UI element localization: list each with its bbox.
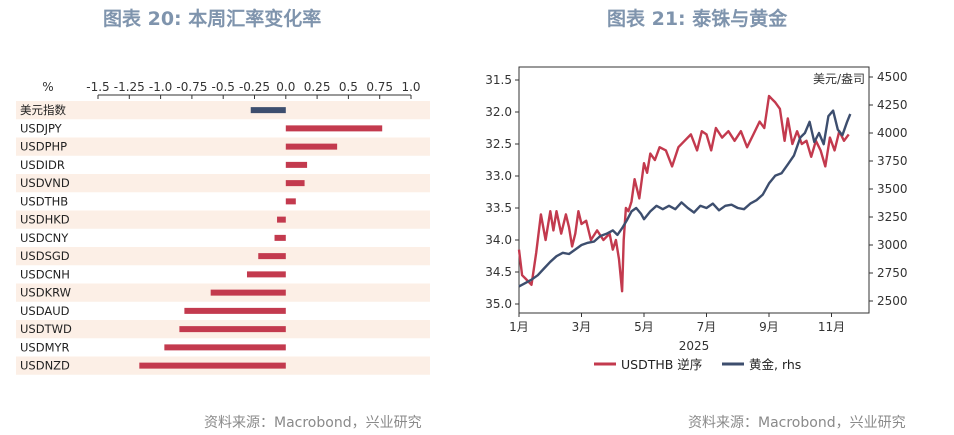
x-tick-label: 7月 [697, 320, 717, 334]
x-tick-label: 1月 [509, 320, 529, 334]
x-tick-label: -0.75 [176, 80, 207, 94]
x-tick-label: -1.0 [149, 80, 172, 94]
bar-usdcny [274, 234, 286, 241]
legend-label: USDTHB 逆序 [621, 357, 702, 372]
row-stripe [16, 137, 430, 156]
left-chart-title: 图表 20: 本周汇率变化率 [103, 8, 322, 30]
bar-usdphp [285, 143, 338, 150]
series-line-gold [518, 109, 852, 288]
x-tick-label: 3月 [572, 320, 592, 334]
series-line-usdthb [517, 94, 850, 293]
bar-usdmyr [164, 344, 286, 351]
plot-frame [518, 66, 870, 314]
right-tick-label: 3000 [877, 238, 908, 252]
left-tick-label: 31.5 [485, 73, 512, 87]
x-tick-label: -0.25 [239, 80, 270, 94]
category-label: 美元指数 [20, 103, 66, 117]
category-label: USDHKD [20, 213, 70, 227]
row-stripe [16, 101, 430, 120]
bar-usdaud [184, 307, 286, 314]
bar-usdkrw [210, 289, 286, 296]
right-tick-label: 3750 [877, 154, 908, 168]
right-tick-label: 2500 [877, 294, 908, 308]
x-axis-label: 2025 [679, 339, 710, 353]
category-label: USDJPY [20, 121, 63, 135]
left-tick-label: 32.5 [485, 137, 512, 151]
bar-usdhkd [277, 216, 286, 223]
bar-chart: % -1.5 -1.25 -1.0 -0.75 -0.5 -0.25 0.0 0.25 0.5 0.… [16, 80, 430, 375]
bar-usdvnd [285, 180, 305, 187]
right-tick-label: 3500 [877, 182, 908, 196]
category-label: USDTWD [20, 322, 72, 336]
legend-label: 黄金, rhs [749, 357, 801, 372]
x-tick-label: 0.0 [276, 80, 295, 94]
category-label: USDCNY [20, 231, 69, 245]
x-tick-label: 0.75 [366, 80, 393, 94]
bar-usdidr [285, 161, 308, 168]
left-tick-label: 33.0 [485, 169, 512, 183]
left-chart-source: 资料来源：Macrobond，兴业研究 [204, 415, 422, 431]
bar-usdsgd [258, 253, 286, 260]
right-chart-title: 图表 21: 泰铢与黄金 [607, 8, 788, 30]
x-axis-unit: % [42, 80, 53, 94]
x-tick-label: 9月 [759, 320, 779, 334]
row-stripe [16, 174, 430, 193]
bar-usdcnh [246, 271, 286, 278]
category-label: USDTHB [20, 194, 68, 208]
x-tick-label: 0.5 [339, 80, 358, 94]
bar-usdthb [285, 198, 296, 205]
left-tick-label: 34.0 [485, 233, 512, 247]
right-tick-label: 2750 [877, 266, 908, 280]
category-label: USDSGD [20, 249, 70, 263]
right-tick-label: 4000 [877, 126, 908, 140]
x-tick-label: 11月 [818, 320, 845, 334]
x-tick-label: -1.25 [114, 80, 145, 94]
x-tick-label: 1.0 [401, 80, 420, 94]
row-stripe [16, 247, 430, 266]
x-tick-label: 0.25 [304, 80, 331, 94]
right-tick-label: 4250 [877, 98, 908, 112]
x-tick-label: 5月 [634, 320, 654, 334]
right-axis-unit: 美元/盎司 [813, 72, 865, 86]
category-label: USDPHP [20, 140, 67, 154]
left-tick-label: 35.0 [485, 297, 512, 311]
category-label: USDVND [20, 176, 70, 190]
category-label: USDNZD [20, 359, 70, 373]
category-label: USDKRW [20, 286, 71, 300]
x-tick-label: -0.5 [211, 80, 234, 94]
x-tick-label: -1.5 [86, 80, 109, 94]
category-label: USDMYR [20, 340, 70, 354]
bar-usdnzd [139, 362, 286, 369]
left-tick-label: 33.5 [485, 201, 512, 215]
category-label: USDCNH [20, 267, 70, 281]
bar-usdtwd [179, 326, 286, 333]
category-label: USDAUD [20, 304, 70, 318]
row-stripe [16, 210, 430, 229]
right-chart-source: 资料来源：Macrobond，兴业研究 [688, 415, 906, 431]
bar-美元指数 [250, 107, 286, 114]
right-tick-label: 3250 [877, 210, 908, 224]
left-tick-label: 34.5 [485, 265, 512, 279]
right-tick-label: 4500 [877, 70, 908, 84]
category-label: USDIDR [20, 158, 65, 172]
line-chart: 31.5 32.0 32.5 33.0 33.5 34.0 34.5 35.0 2500 2750… [485, 66, 908, 372]
bar-usdjpy [285, 125, 383, 132]
left-tick-label: 32.0 [485, 105, 512, 119]
